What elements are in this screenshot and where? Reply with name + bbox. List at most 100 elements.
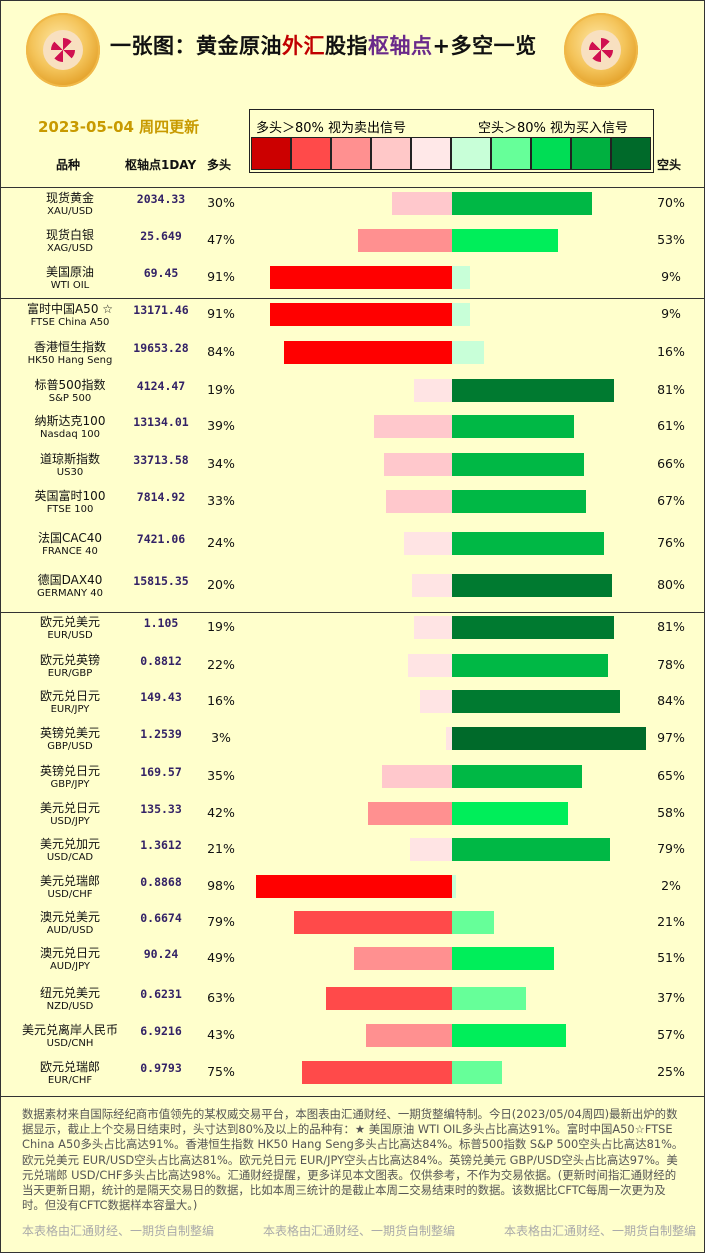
long-percent: 47% [207, 232, 235, 247]
instrument-code: NZD/USD [46, 1001, 94, 1012]
instrument-name: 欧元兑日元 EUR/JPY [14, 689, 126, 717]
instrument-code: Nasdaq 100 [40, 429, 100, 440]
short-bar [452, 1024, 566, 1047]
pivot-value: 0.8812 [140, 654, 182, 668]
table-row: 富时中国A50 ☆ FTSE China A50 13171.46 91% 9% [0, 299, 705, 336]
instrument-name: 现货黄金 XAU/USD [14, 191, 126, 219]
footer-credit: 本表格由汇通财经、一期货自制整编 [22, 1224, 215, 1238]
legend-long-text: 多头＞80% 视为卖出信号 [256, 121, 407, 136]
table-row: 英镑兑日元 GBP/JPY 169.57 35% 65% [0, 761, 705, 798]
short-percent: 81% [657, 619, 685, 634]
legend-swatch [531, 137, 571, 170]
pivot-value: 1.105 [143, 616, 179, 630]
table-row: 纽元兑美元 NZD/USD 0.6231 63% 37% [0, 983, 705, 1020]
pivot-value: 0.6231 [140, 987, 182, 1001]
pivot-value: 19653.28 [133, 341, 189, 355]
short-percent: 97% [657, 730, 685, 745]
pivot-value: 135.33 [140, 802, 182, 816]
title-part: +多空一览 [432, 34, 537, 58]
col-header-long: 多头 [207, 158, 232, 172]
page-title: 一张图：黄金原油外汇股指枢轴点+多空一览 [110, 30, 537, 60]
instrument-label: 香港恒生指数 [33, 340, 106, 354]
instrument-code: GERMANY 40 [37, 588, 103, 599]
instrument-code: AUD/JPY [49, 961, 91, 972]
instrument-code: S&P 500 [48, 393, 92, 404]
short-percent: 65% [657, 768, 685, 783]
long-percent: 39% [207, 418, 235, 433]
short-bar [452, 947, 554, 970]
table-row: 澳元兑日元 AUD/JPY 90.24 49% 51% [0, 943, 705, 980]
pivot-value: 69.45 [143, 266, 179, 280]
long-percent: 22% [207, 657, 235, 672]
short-percent: 51% [657, 950, 685, 965]
update-date: 2023-05-04 周四更新 [38, 118, 200, 136]
table-row: 现货黄金 XAU/USD 2034.33 30% 70% [0, 188, 705, 225]
instrument-name: 美国原油 WTI OIL [14, 265, 126, 293]
table-row: 欧元兑日元 EUR/JPY 149.43 16% 84% [0, 686, 705, 723]
short-percent: 70% [657, 195, 685, 210]
legend-swatch [451, 137, 491, 170]
table-row: 欧元兑美元 EUR/USD 1.105 19% 81% [0, 612, 705, 649]
instrument-code: GBP/JPY [50, 779, 90, 790]
table-row: 纳斯达克100 Nasdaq 100 13134.01 39% 61% [0, 411, 705, 448]
instrument-code: USD/CHF [47, 889, 93, 900]
short-bar [452, 765, 582, 788]
long-bar [408, 654, 452, 677]
instrument-name: 纽元兑美元 NZD/USD [14, 986, 126, 1014]
short-percent: 53% [657, 232, 685, 247]
instrument-code: AUD/USD [46, 925, 94, 936]
long-bar [374, 415, 452, 438]
table-row: 美元兑瑞郎 USD/CHF 0.8868 98% 2% [0, 871, 705, 908]
long-bar [302, 1061, 452, 1084]
instrument-label: 法国CAC40 [37, 531, 103, 545]
long-bar [326, 987, 452, 1010]
instrument-code: EUR/CHF [47, 1075, 93, 1086]
pivot-value: 1.3612 [140, 838, 182, 852]
instrument-code: USD/CNH [46, 1038, 94, 1049]
table-row: 美元兑加元 USD/CAD 1.3612 21% 79% [0, 834, 705, 871]
legend-swatch [491, 137, 531, 170]
short-percent: 80% [657, 577, 685, 592]
long-percent: 16% [207, 693, 235, 708]
long-bar [284, 341, 452, 364]
separator [0, 1096, 705, 1097]
long-bar [270, 303, 452, 326]
instrument-name: 美元兑离岸人民币 USD/CNH [14, 1023, 126, 1051]
instrument-code: GBP/USD [47, 741, 93, 752]
long-percent: 75% [207, 1064, 235, 1079]
long-percent: 98% [207, 878, 235, 893]
instrument-label: 美元兑瑞郎 [39, 874, 100, 888]
short-bar [452, 532, 604, 555]
table-row: 法国CAC40 FRANCE 40 7421.06 24% 76% [0, 528, 705, 565]
separator [0, 612, 705, 613]
long-bar [414, 616, 452, 639]
instrument-name: 英镑兑日元 GBP/JPY [14, 764, 126, 792]
instrument-code: EUR/USD [47, 630, 93, 641]
instrument-code: FTSE China A50 [30, 317, 110, 328]
short-percent: 2% [661, 878, 681, 893]
long-percent: 33% [207, 493, 235, 508]
short-percent: 57% [657, 1027, 685, 1042]
long-percent: 79% [207, 914, 235, 929]
table-row: 德国DAX40 GERMANY 40 15815.35 20% 80% [0, 570, 705, 607]
instrument-label: 欧元兑美元 [39, 615, 100, 629]
instrument-name: 澳元兑美元 AUD/USD [14, 910, 126, 938]
instrument-label: 纳斯达克100 [34, 414, 106, 428]
short-bar [452, 616, 614, 639]
pivot-value: 25.649 [140, 229, 182, 243]
long-percent: 30% [207, 195, 235, 210]
short-percent: 67% [657, 493, 685, 508]
col-header-name: 品种 [56, 158, 81, 172]
instrument-code: FTSE 100 [46, 504, 94, 515]
instrument-code: USD/JPY [50, 816, 90, 827]
long-percent: 91% [207, 306, 235, 321]
long-percent: 35% [207, 768, 235, 783]
long-percent: 49% [207, 950, 235, 965]
short-bar [452, 838, 610, 861]
long-bar [420, 690, 452, 713]
short-bar [452, 341, 484, 364]
notes-text: 数据素材来自国际经纪商市值领先的某权威交易平台，本图表由汇通财经、一期货整编特制… [22, 1107, 684, 1213]
short-percent: 81% [657, 382, 685, 397]
instrument-name: 道琼斯指数 US30 [14, 452, 126, 480]
title-part: 股指 [325, 34, 368, 58]
